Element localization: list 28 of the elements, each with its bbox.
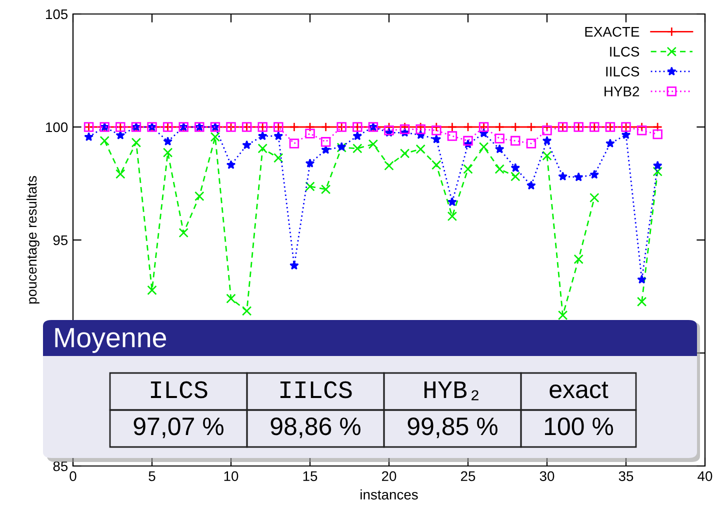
x-axis-title: instances bbox=[360, 489, 418, 500]
annotation: 100 % bbox=[544, 418, 614, 436]
x-tick-label: 5 bbox=[148, 471, 156, 482]
legend-label: IILCS bbox=[606, 66, 640, 76]
annotation: ILCS bbox=[150, 381, 208, 398]
annotation: HYB₂ bbox=[424, 381, 478, 400]
y-tick-label: 100 bbox=[46, 122, 68, 132]
y-tick-label: 105 bbox=[46, 9, 68, 20]
legend-label: HYB2 bbox=[604, 86, 640, 96]
annotation: Moyenne bbox=[55, 328, 166, 353]
y-tick-label: 85 bbox=[53, 461, 68, 472]
x-tick-label: 25 bbox=[460, 471, 476, 482]
annotation: IILCS bbox=[280, 381, 352, 398]
x-tick-label: 30 bbox=[540, 471, 554, 482]
x-tick-label: 15 bbox=[303, 471, 318, 482]
x-tick-label: 35 bbox=[618, 471, 634, 482]
y-tick-label: 95 bbox=[53, 235, 68, 246]
x-tick-label: 0 bbox=[70, 471, 76, 482]
annotation: 97,07 % bbox=[134, 418, 224, 438]
x-tick-label: 20 bbox=[382, 471, 396, 482]
y-axis-title: poucentage resultats bbox=[26, 176, 40, 304]
annotation: 99,85 % bbox=[408, 418, 498, 438]
annotation: 98,86 % bbox=[270, 418, 360, 438]
x-tick-label: 10 bbox=[224, 471, 238, 482]
legend-label: ILCS bbox=[610, 46, 640, 57]
annotation: exact bbox=[550, 382, 608, 398]
legend-label: EXACTE bbox=[585, 26, 640, 37]
x-tick-label: 40 bbox=[698, 471, 712, 482]
